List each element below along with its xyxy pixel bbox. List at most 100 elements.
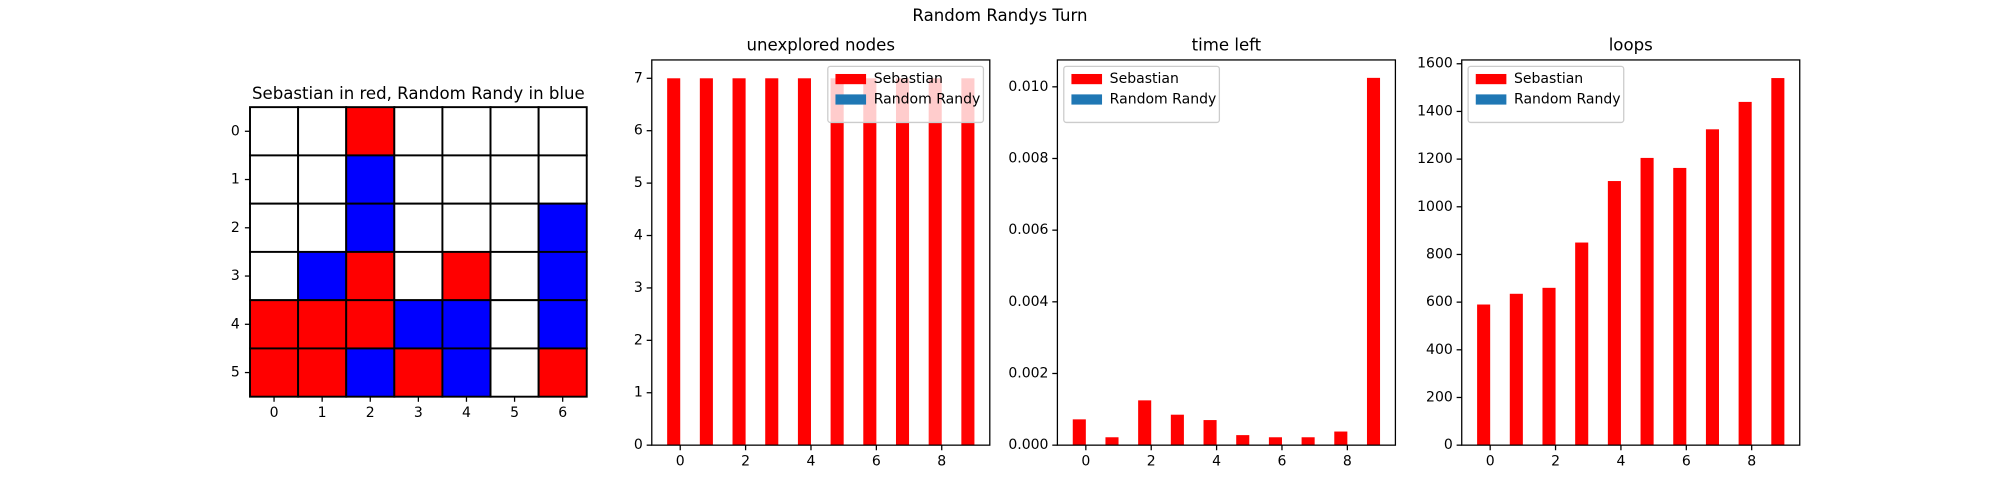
bar — [895, 78, 910, 446]
legend-label: Sebastian — [874, 71, 943, 87]
bar — [765, 78, 779, 446]
grid-cell — [297, 347, 348, 398]
bar — [961, 78, 975, 446]
legend-box — [1467, 65, 1625, 124]
axes-title: Sebastian in red, Random Randy in blue — [252, 84, 585, 103]
bar — [1170, 414, 1184, 446]
bar — [1477, 304, 1491, 446]
x-tick-label: 0 — [270, 405, 279, 421]
bar — [1366, 77, 1381, 446]
x-tick-label: 0 — [1081, 454, 1090, 470]
grid-cell — [537, 250, 588, 302]
bar — [699, 78, 713, 446]
y-tick-label: 800 — [1426, 246, 1453, 262]
y-tick-label: 0.002 — [1008, 365, 1048, 381]
grid-cell — [297, 106, 348, 157]
y-tick-label: 0 — [634, 437, 643, 453]
y-tick-label: 1000 — [1417, 199, 1453, 215]
y-tick-label: 1400 — [1417, 103, 1453, 119]
grid-cell — [489, 347, 540, 398]
y-tick-label: 5 — [231, 365, 240, 381]
grid-cell — [537, 299, 588, 350]
axes-title: unexplored nodes — [747, 35, 895, 54]
x-tick-label: 8 — [1747, 454, 1756, 470]
y-tick-label: 0.000 — [1008, 437, 1048, 453]
legend-swatch — [1071, 94, 1103, 105]
y-tick-label: 5 — [634, 175, 643, 191]
grid-cell — [441, 250, 492, 302]
figure-title: Random Randys Turn — [912, 6, 1087, 25]
x-tick-label: 2 — [1147, 454, 1156, 470]
bar — [863, 78, 877, 446]
bar — [1607, 181, 1621, 446]
x-tick-label: 4 — [807, 454, 816, 470]
grid-cell — [489, 106, 540, 157]
axes-frame — [1056, 59, 1397, 446]
y-tick-label: 200 — [1426, 389, 1453, 405]
bar — [830, 78, 844, 446]
x-tick-label: 1 — [318, 405, 327, 421]
y-tick-label: 4 — [231, 316, 240, 332]
x-tick-label: 8 — [1343, 454, 1352, 470]
grid-cell — [393, 106, 444, 157]
legend-label: Random Randy — [1110, 91, 1217, 107]
x-tick-label: 6 — [1682, 454, 1691, 470]
x-tick-label: 6 — [872, 454, 881, 470]
legend-label: Random Randy — [1514, 91, 1621, 107]
legend-swatch — [1071, 73, 1103, 85]
grid-cell — [297, 154, 348, 205]
grid-cell — [297, 250, 348, 302]
x-tick-label: 0 — [676, 454, 685, 470]
grid-cell — [393, 154, 444, 205]
bar — [1738, 101, 1752, 446]
grid-cell — [249, 299, 300, 350]
grid-cell — [441, 299, 492, 350]
legend-swatch — [835, 94, 867, 105]
y-tick-label: 7 — [634, 70, 643, 86]
grid-cell — [441, 106, 492, 157]
legend-box — [827, 65, 985, 124]
grid-cell — [345, 106, 396, 157]
grid-cell — [345, 347, 396, 398]
grid-cell — [393, 347, 444, 398]
legend-swatch — [1475, 73, 1507, 85]
y-tick-label: 1200 — [1417, 151, 1453, 167]
x-tick-label: 4 — [1616, 454, 1625, 470]
y-tick-label: 0.008 — [1008, 150, 1048, 166]
bar — [1542, 287, 1556, 446]
bar — [1105, 437, 1119, 446]
grid-cell — [249, 347, 300, 398]
axes-frame — [651, 59, 991, 446]
grid-cell — [345, 202, 396, 253]
grid-cell — [537, 202, 588, 253]
bar — [667, 78, 681, 446]
grid-cell — [249, 250, 300, 302]
x-tick-label: 4 — [462, 405, 471, 421]
bar — [1072, 419, 1086, 446]
axes-title: loops — [1609, 35, 1653, 54]
grid-cell — [345, 250, 396, 302]
bar — [928, 78, 942, 446]
grid-cell — [249, 106, 300, 157]
legend-swatch — [835, 73, 867, 85]
grid-cell — [345, 299, 396, 350]
legend-label: Sebastian — [1110, 71, 1179, 87]
grid-cell — [441, 202, 492, 253]
x-tick-label: 2 — [1551, 454, 1560, 470]
y-tick-label: 0 — [1444, 437, 1453, 453]
x-tick-label: 5 — [510, 405, 519, 421]
legend-box — [1063, 65, 1221, 124]
grid-cell — [489, 202, 540, 253]
grid-cell — [393, 299, 444, 350]
axes-title: time left — [1192, 35, 1262, 54]
y-tick-label: 3 — [634, 280, 643, 296]
grid-cell — [249, 202, 300, 253]
grid-cell — [441, 154, 492, 205]
y-tick-label: 0.006 — [1008, 222, 1048, 238]
x-tick-label: 2 — [741, 454, 750, 470]
bar — [1268, 437, 1282, 446]
y-tick-label: 1600 — [1417, 56, 1453, 72]
legend-label: Sebastian — [1514, 71, 1583, 87]
legend-swatch — [1475, 94, 1507, 105]
